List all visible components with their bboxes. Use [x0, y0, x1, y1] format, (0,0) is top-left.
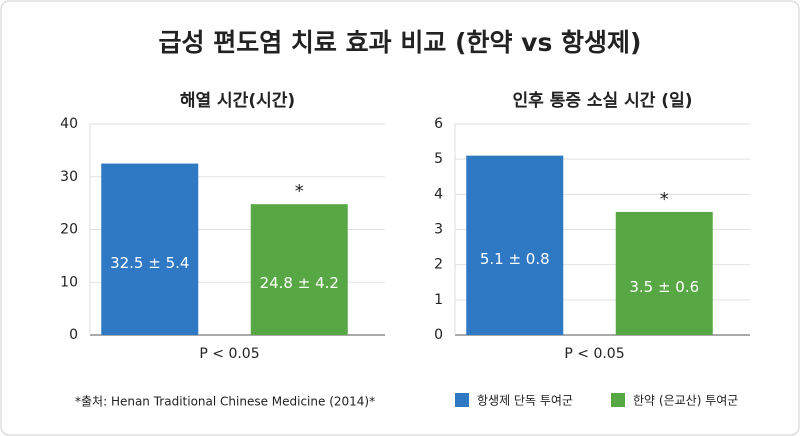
- significance-marker: *: [295, 181, 304, 202]
- y-tick-label: 1: [434, 292, 443, 308]
- y-tick-label: 2: [434, 257, 443, 273]
- y-tick-label: 0: [69, 327, 78, 343]
- value-label: 3.5 ± 0.6: [629, 278, 699, 296]
- y-tick-label: 0: [434, 327, 443, 343]
- value-label: 5.1 ± 0.8: [480, 250, 550, 268]
- bar: [466, 155, 564, 335]
- chart-title: 인후 통증 소실 시간 (일): [513, 90, 693, 111]
- value-label: 32.5 ± 5.4: [110, 254, 189, 272]
- bar: [615, 211, 713, 335]
- y-tick-label: 3: [434, 222, 443, 238]
- bar: [101, 163, 199, 335]
- legend-label: 항생제 단독 투여군: [477, 394, 573, 408]
- source-note: *출처: Henan Traditional Chinese Medicine …: [75, 395, 375, 409]
- significance-marker: *: [660, 189, 669, 210]
- bar: [250, 204, 348, 335]
- chart-title: 해열 시간(시간): [180, 91, 295, 111]
- legend-swatch: [455, 393, 469, 407]
- x-axis-label: P < 0.05: [564, 346, 624, 362]
- y-tick-label: 5: [434, 151, 443, 167]
- main-title: 급성 편도염 치료 효과 비교 (한약 vs 항생제): [159, 28, 642, 57]
- y-tick-label: 10: [60, 274, 78, 290]
- legend-swatch: [611, 393, 625, 407]
- y-tick-label: 20: [60, 222, 78, 238]
- value-label: 24.8 ± 4.2: [260, 274, 339, 292]
- y-tick-label: 30: [60, 169, 78, 185]
- y-tick-label: 40: [60, 116, 78, 132]
- legend-label: 한약 (은교산) 투여군: [633, 393, 738, 408]
- y-tick-label: 4: [434, 186, 443, 202]
- y-tick-label: 6: [434, 116, 443, 132]
- x-axis-label: P < 0.05: [199, 346, 259, 362]
